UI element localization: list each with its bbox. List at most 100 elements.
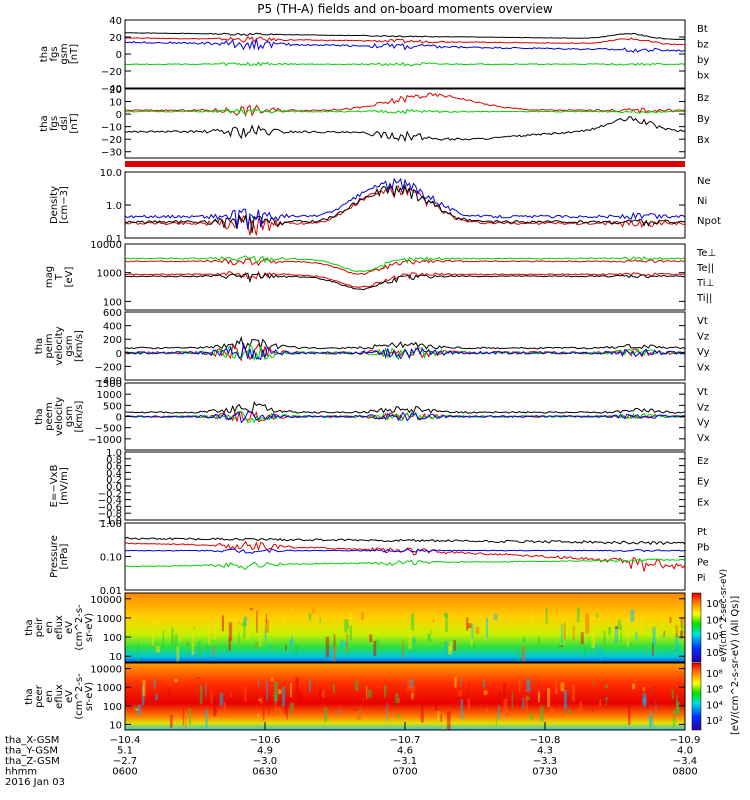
spectrogram-streak: [398, 698, 401, 704]
spectrogram-streak: [329, 647, 334, 661]
spectrogram-streak: [186, 641, 188, 646]
y-axis-label: Pressure: [49, 535, 60, 578]
panel-temperature: 10000 1000 100 mag T [eV] Te⊥ Te|| Ti⊥ Ti||: [44, 240, 716, 311]
y-axis-label: fgs: [49, 116, 60, 131]
spectrogram-streak: [344, 619, 348, 633]
spectrogram-streak: [554, 678, 558, 695]
spectrogram-streak: [289, 639, 293, 645]
series-line-temperature-2: [124, 258, 686, 275]
spectrogram-streak: [455, 638, 458, 640]
spectrogram-streak: [561, 624, 563, 643]
y-axis-label: velocity: [54, 326, 65, 365]
y-axis-label: sr-eV): [84, 613, 95, 642]
spectrogram-streak: [395, 693, 399, 704]
plot-frame: [124, 592, 686, 663]
spectrogram-streak: [603, 630, 606, 648]
spectrogram-streak: [383, 684, 387, 698]
y-tick-label: −20: [101, 135, 122, 146]
y-tick-label: 100: [103, 702, 122, 713]
figure-title: P5 (TH-A) fields and on-board moments ov…: [257, 2, 553, 16]
colorbar-tick: 10²: [706, 716, 723, 727]
spectrogram-streak: [377, 638, 380, 648]
spectrogram-streak: [449, 641, 453, 652]
y-axis-label: gsm: [64, 406, 75, 427]
spectrogram-streak: [511, 692, 514, 709]
y-tick-label: −1000: [88, 435, 122, 446]
spectrogram-streak: [332, 684, 336, 693]
spectrogram-streak: [482, 680, 485, 688]
spectrogram-streak: [213, 697, 217, 717]
x-tick-label: −10.7: [390, 735, 421, 746]
y-axis-label: peim: [44, 333, 55, 358]
spectrogram-streak: [411, 693, 414, 700]
spectrogram-streak: [407, 680, 412, 691]
y-tick-label: 100: [103, 297, 122, 308]
spectrogram-streak: [333, 634, 336, 647]
spectrogram-streak: [259, 630, 262, 647]
series-line-fgs_gsm-2: [125, 61, 686, 67]
spectrogram-streak: [652, 626, 656, 647]
colorbar-tick: 10⁰: [706, 648, 723, 659]
spectrogram-streak: [266, 681, 268, 701]
spectrogram-streak: [559, 645, 564, 647]
colorbar-tick: 10⁴: [706, 615, 723, 626]
spectrogram-streak: [386, 702, 388, 722]
spectrogram-streak: [431, 629, 433, 634]
y-axis-label: tha: [39, 115, 50, 131]
spectrogram-streak: [135, 707, 138, 711]
spectrogram-streak: [642, 686, 645, 692]
spectrogram-streak: [188, 707, 191, 726]
spectrogram-streak: [495, 712, 497, 726]
spectrogram-streak: [595, 645, 598, 651]
x-row-value: −3.1: [393, 756, 417, 767]
y-tick-label: −40: [101, 84, 122, 95]
spectrogram-streak: [671, 689, 674, 700]
series-line-fgs_gsm-3: [124, 38, 686, 53]
y-tick-label: 0.01: [100, 586, 122, 597]
legend-entry: Vz: [697, 332, 709, 343]
spectrogram-streak: [434, 702, 438, 711]
legend-entry: Vz: [697, 402, 709, 413]
spectrogram-streak: [375, 686, 378, 689]
spectrogram-streak: [137, 643, 140, 663]
spectrogram-streak: [680, 616, 684, 628]
series-line-peem_velocity-0: [124, 401, 686, 415]
legend-entry: Vy: [697, 418, 710, 429]
series-line-temperature-1: [124, 272, 686, 291]
y-tick-label: 1000: [97, 614, 122, 625]
spectrogram-streak: [174, 634, 178, 653]
spectrogram-streak: [444, 641, 448, 655]
legend-entry: Vt: [697, 316, 708, 327]
spectrogram-streak: [246, 620, 249, 640]
x-row-value: −3.0: [253, 756, 277, 767]
legend-entry: Ti⊥: [696, 278, 714, 289]
spectrogram-streak: [237, 621, 241, 624]
spectrogram-streak: [518, 678, 521, 692]
spectrogram-streak: [281, 686, 286, 707]
spectrogram-streak: [340, 640, 344, 649]
spectrogram-streak: [258, 698, 262, 701]
spectrogram-streak: [580, 632, 584, 645]
x-row-value: −3.4: [673, 756, 697, 767]
spectrogram-streak: [471, 623, 474, 639]
x-row-value: 4.3: [537, 746, 553, 757]
spectrogram-streak: [349, 611, 353, 623]
legend-entry: Pe: [697, 558, 709, 569]
spectrogram-peir_eflux: [125, 593, 685, 662]
x-row-value: −3.3: [533, 756, 557, 767]
spectrogram-streak: [680, 630, 684, 639]
spectrogram-streak: [290, 682, 292, 698]
spectrogram-streak: [205, 684, 207, 698]
spectrogram-streak: [627, 704, 631, 725]
panel-fgs_gsm: 40 20 0 −20 −40 tha fgs gsm [nT] Bt bz by bx: [39, 16, 709, 95]
spectrogram-streak: [498, 691, 502, 697]
y-axis-label: en: [44, 621, 55, 634]
y-tick-label: 400: [103, 322, 122, 333]
spectrogram-streak: [152, 710, 155, 713]
spectrogram-streak: [277, 707, 281, 715]
spectrogram-streak: [539, 705, 544, 722]
panel-fgs_dsl: 20 100 −10−20 −30 tha fgs dsl [nT] Bz By Bx: [39, 85, 710, 159]
spectrogram-streak: [332, 645, 337, 666]
y-axis-label: [km/s]: [74, 400, 85, 432]
spectrogram-streak: [663, 631, 666, 635]
